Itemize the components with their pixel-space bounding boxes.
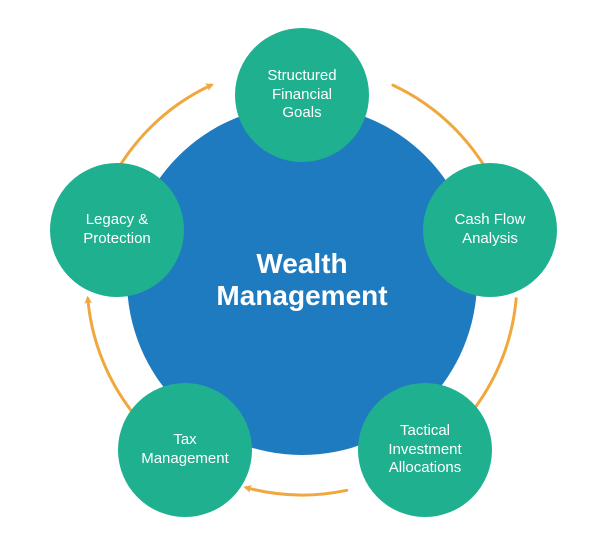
node-structured-goals: StructuredFinancialGoals [235, 28, 369, 162]
center-label: WealthManagement [216, 248, 387, 312]
node-label: TacticalInvestmentAllocations [388, 422, 461, 478]
node-tactical-alloc: TacticalInvestmentAllocations [358, 383, 492, 517]
node-label: Legacy &Protection [83, 211, 151, 249]
node-cash-flow: Cash FlowAnalysis [423, 163, 557, 297]
node-label: StructuredFinancialGoals [267, 67, 336, 123]
wealth-management-diagram: WealthManagement StructuredFinancialGoal… [0, 0, 604, 560]
node-tax-mgmt: TaxManagement [118, 383, 252, 517]
cycle-arrow [246, 488, 346, 495]
node-label: Cash FlowAnalysis [455, 211, 526, 249]
node-legacy-protection: Legacy &Protection [50, 163, 184, 297]
node-label: TaxManagement [141, 431, 229, 469]
